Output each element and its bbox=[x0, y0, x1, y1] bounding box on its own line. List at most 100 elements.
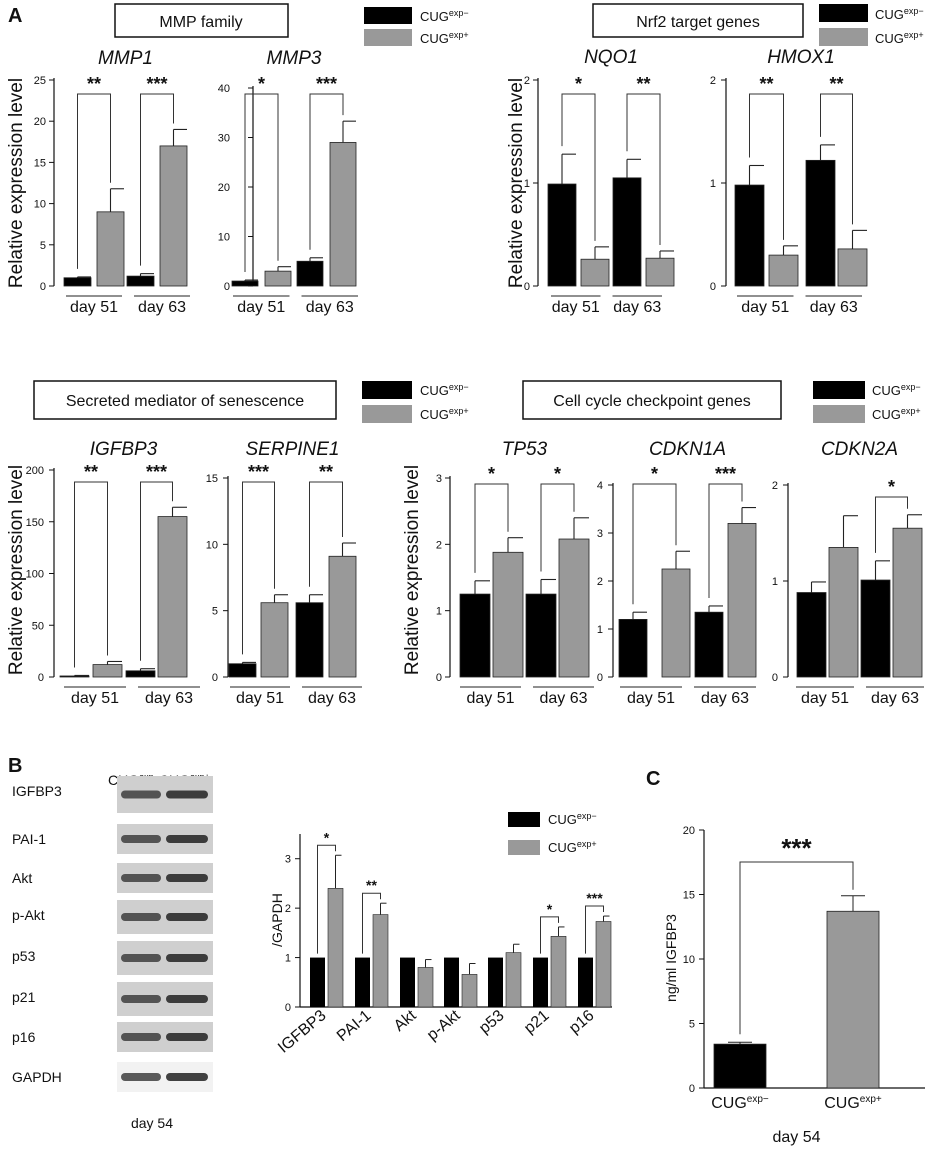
y-tick-label: 1 bbox=[436, 606, 442, 618]
blot-label: Akt bbox=[12, 870, 32, 886]
blot-label: GAPDH bbox=[12, 1069, 62, 1085]
legend-pos-label: CUGexp+ bbox=[875, 30, 924, 46]
legend-mmp: CUGexp− CUGexp+ bbox=[364, 7, 469, 46]
significance-label: * bbox=[324, 829, 330, 845]
bar-neg-p21 bbox=[533, 957, 548, 1007]
bar-pos-day51 bbox=[260, 602, 289, 678]
significance-label: *** bbox=[781, 833, 812, 863]
legend-pos-label: CUGexp+ bbox=[872, 406, 921, 422]
significance-label: *** bbox=[146, 74, 167, 94]
chart-cdkn2a: 0 1 2 CDKN2A * day 51 day 63 bbox=[772, 439, 924, 707]
significance-label: *** bbox=[248, 462, 269, 482]
significance-bracket bbox=[309, 481, 343, 587]
y-tick-label: 15 bbox=[34, 157, 46, 169]
y-tick-label: 0 bbox=[597, 672, 603, 684]
significance-bracket bbox=[317, 844, 336, 954]
blot-band bbox=[166, 954, 208, 962]
significance-bracket bbox=[74, 481, 108, 668]
y-tick-label: 20 bbox=[34, 116, 46, 128]
chart-title: HMOX1 bbox=[767, 47, 835, 68]
blot-band bbox=[166, 790, 208, 799]
y-tick-label: 0 bbox=[285, 1002, 291, 1014]
significance-label: ** bbox=[84, 462, 98, 482]
bar-neg-day51 bbox=[734, 184, 765, 287]
y-tick-label: 0 bbox=[772, 672, 778, 684]
legend-neg-label: CUGexp− bbox=[420, 8, 469, 24]
group-box-nrf2 bbox=[592, 3, 804, 38]
legend-nrf2: CUGexp− CUGexp+ bbox=[819, 4, 924, 46]
category-label: day 51 bbox=[466, 690, 514, 707]
category-label: day 51 bbox=[627, 690, 675, 707]
significance-bracket bbox=[585, 905, 604, 954]
bar-pos-day63 bbox=[328, 555, 357, 678]
bar-pos-day51 bbox=[768, 254, 799, 287]
y-tick-label: 10 bbox=[34, 199, 46, 211]
legend-neg-label: CUGexp− bbox=[420, 382, 469, 398]
chart-title: IGFBP3 bbox=[90, 439, 158, 460]
category-label: day 63 bbox=[810, 299, 858, 316]
bar-pos-Akt bbox=[417, 967, 434, 1008]
bar-pos-day51 bbox=[580, 258, 610, 287]
chart-title: MMP3 bbox=[267, 48, 322, 69]
y-axis-label: Relative expression level bbox=[6, 78, 27, 288]
y-tick-label: 2 bbox=[597, 576, 603, 588]
y-tick-label: 10 bbox=[683, 954, 695, 966]
chart-title: NQO1 bbox=[584, 47, 638, 68]
bar-pos-day63 bbox=[645, 257, 675, 287]
y-tick-label: 15 bbox=[206, 473, 218, 485]
y-tick-label: 0 bbox=[524, 281, 530, 293]
bar-pos-p16 bbox=[595, 921, 612, 1008]
bar-neg-p53 bbox=[488, 957, 503, 1007]
chart-tp53: 0 1 2 3 TP53 Relative expression level * * day 5… bbox=[402, 439, 594, 707]
significance-label: ** bbox=[759, 74, 773, 94]
blot-band bbox=[121, 913, 161, 921]
bar-neg-day51 bbox=[459, 593, 491, 678]
significance-bracket bbox=[242, 481, 275, 655]
y-tick-label: 15 bbox=[683, 890, 695, 902]
blot-label: p16 bbox=[12, 1029, 36, 1045]
significance-label: * bbox=[575, 74, 582, 94]
western-blot: CUGexp−CUGexp+ IGFBP3PAI-1Aktp-Aktp53p21… bbox=[12, 772, 213, 1131]
y-axis-label: ng/ml IGFBP3 bbox=[663, 914, 679, 1002]
bar-neg-day51 bbox=[231, 280, 259, 287]
significance-bracket bbox=[540, 483, 575, 572]
group-box-senescence bbox=[33, 380, 337, 420]
legend-pos-label: CUGexp+ bbox=[420, 30, 469, 46]
blot-band bbox=[121, 874, 161, 882]
category-label: day 63 bbox=[138, 299, 186, 316]
y-tick-label: 150 bbox=[26, 517, 44, 529]
blot-strips: IGFBP3 PAI-1 Akt p-Akt p53 p21 p16 GAPDH bbox=[12, 776, 213, 1092]
significance-bracket bbox=[739, 861, 854, 1035]
y-tick-label: 200 bbox=[26, 465, 44, 477]
category-label: IGFBP3 bbox=[275, 1007, 330, 1057]
bar-pos-day51 bbox=[92, 664, 123, 678]
y-tick-label: 5 bbox=[212, 606, 218, 618]
blot-label: PAI-1 bbox=[12, 831, 46, 847]
blot-label: IGFBP3 bbox=[12, 783, 62, 799]
chart-hmox1: 0 1 2 HMOX1 ** ** day 51 day 63 bbox=[710, 47, 868, 316]
significance-bracket bbox=[875, 496, 908, 553]
panel-letter-a: A bbox=[8, 5, 22, 27]
significance-label: * bbox=[547, 901, 553, 917]
significance-bracket bbox=[632, 483, 677, 605]
y-tick-label: 20 bbox=[218, 182, 230, 194]
bar-neg-day51 bbox=[59, 675, 90, 678]
category-label: day 63 bbox=[306, 299, 354, 316]
category-label: p16 bbox=[566, 1007, 597, 1037]
significance-label: *** bbox=[586, 890, 603, 906]
chart-title: CDKN1A bbox=[649, 439, 726, 460]
blot-label: p53 bbox=[12, 948, 36, 964]
bar-pos-day63 bbox=[727, 523, 757, 678]
bar-neg-p16 bbox=[578, 957, 593, 1007]
bar-pos-day51 bbox=[828, 547, 859, 678]
y-tick-label: 0 bbox=[689, 1083, 695, 1095]
y-tick-label: 40 bbox=[218, 83, 230, 95]
bar-pos-day63 bbox=[892, 527, 923, 678]
category-label: day 51 bbox=[237, 299, 285, 316]
y-tick-label: 1 bbox=[710, 178, 716, 190]
significance-bracket bbox=[309, 93, 344, 250]
significance-label: ** bbox=[366, 877, 377, 893]
bar-neg-day63 bbox=[805, 159, 836, 287]
category-label: Akt bbox=[391, 1007, 420, 1035]
